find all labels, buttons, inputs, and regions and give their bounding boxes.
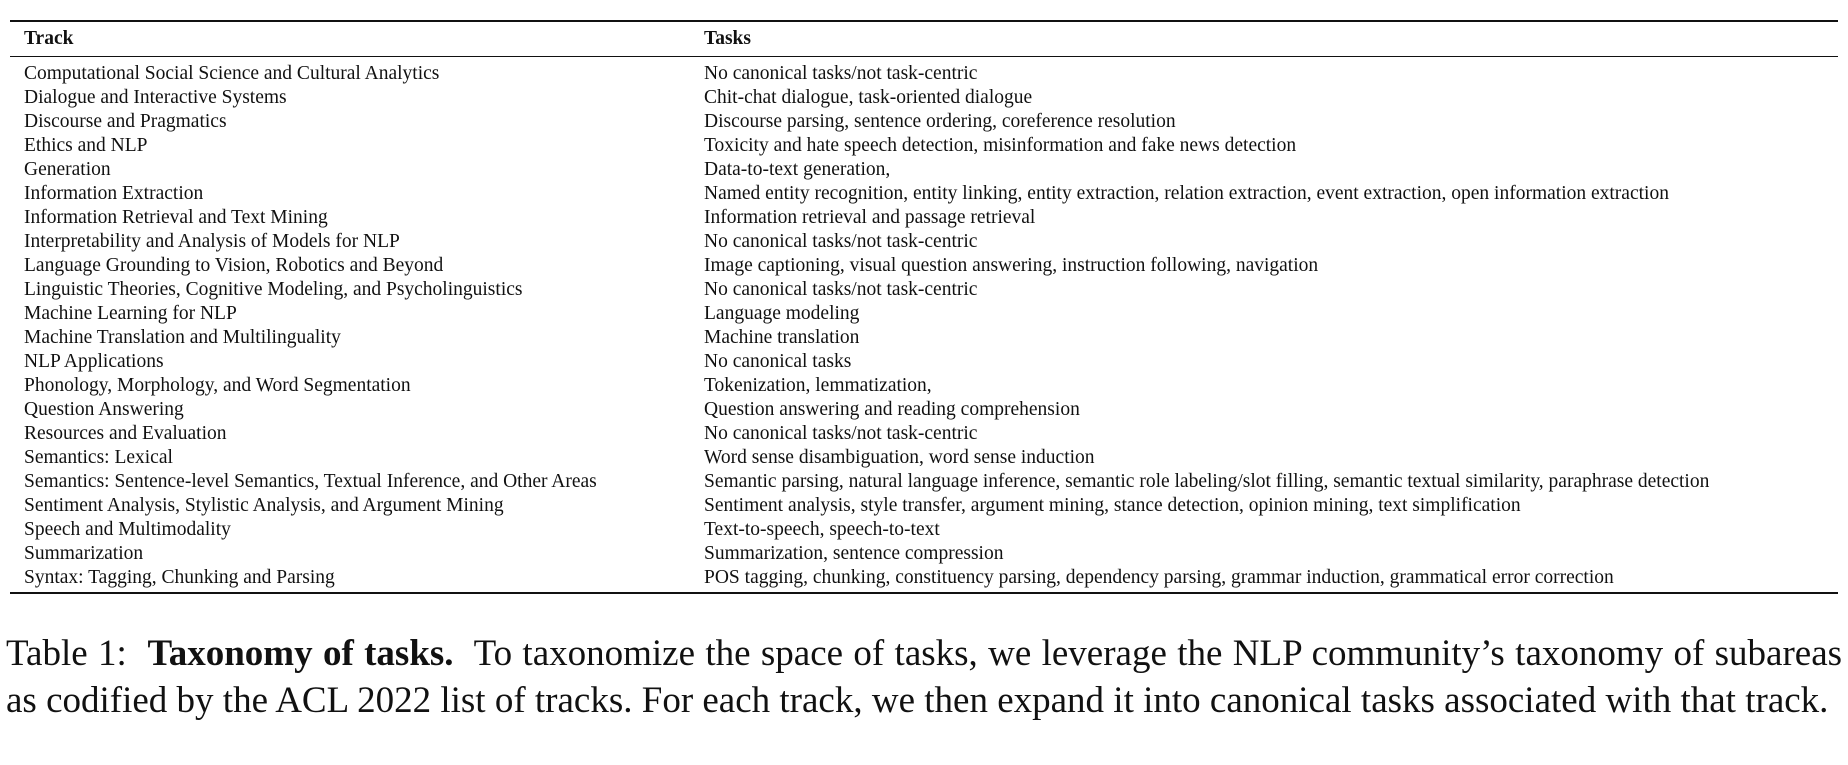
- table-row: Generation Data-to-text generation,: [10, 158, 1838, 182]
- caption-label: Table 1:: [6, 633, 127, 674]
- track-cell: Question Answering: [24, 399, 184, 420]
- table-body: Computational Social Science and Cultura…: [10, 57, 1838, 592]
- track-cell: NLP Applications: [24, 351, 164, 372]
- table-row: Semantics: Lexical Word sense disambiguat…: [10, 446, 1838, 470]
- table-row: Resources and Evaluation No canonical tas…: [10, 422, 1838, 446]
- table-header-rule: [10, 56, 1838, 57]
- track-cell: Language Grounding to Vision, Robotics a…: [24, 255, 444, 276]
- tasks-cell: Named entity recognition, entity linking…: [704, 183, 1669, 204]
- table-row: Machine Learning for NLP Language modelin…: [10, 302, 1838, 326]
- track-cell: Interpretability and Analysis of Models …: [24, 231, 400, 252]
- table-row: Summarization Summarization, sentence com…: [10, 542, 1838, 566]
- tasks-cell: Sentiment analysis, style transfer, argu…: [704, 495, 1521, 516]
- track-cell: Dialogue and Interactive Systems: [24, 87, 287, 108]
- table-row: Speech and Multimodality Text-to-speech, …: [10, 518, 1838, 542]
- track-cell: Resources and Evaluation: [24, 423, 227, 444]
- table-row: Information Extraction Named entity recog…: [10, 182, 1838, 206]
- table-bottom-rule: [10, 592, 1838, 594]
- table-row: Ethics and NLP Toxicity and hate speech d…: [10, 134, 1838, 158]
- track-cell: Speech and Multimodality: [24, 519, 231, 540]
- tasks-cell: Information retrieval and passage retrie…: [704, 207, 1036, 228]
- table-row: Phonology, Morphology, and Word Segmenta…: [10, 374, 1838, 398]
- tasks-cell: No canonical tasks/not task-centric: [704, 423, 978, 444]
- track-cell: Ethics and NLP: [24, 135, 148, 156]
- tasks-cell: Toxicity and hate speech detection, misi…: [704, 135, 1297, 156]
- taxonomy-table: Track Tasks: [10, 22, 1838, 56]
- table-header-row: Track Tasks: [10, 22, 1838, 56]
- table-row: Sentiment Analysis, Stylistic Analysis, …: [10, 494, 1838, 518]
- table-row: Semantics: Sentence-level Semantics, Tex…: [10, 470, 1838, 494]
- table-row: Language Grounding to Vision, Robotics a…: [10, 254, 1838, 278]
- track-cell: Discourse and Pragmatics: [24, 111, 227, 132]
- table-row: Dialogue and Interactive Systems Chit-cha…: [10, 86, 1838, 110]
- track-cell: Summarization: [24, 543, 144, 564]
- table-row: Linguistic Theories, Cognitive Modeling,…: [10, 278, 1838, 302]
- tasks-cell: Tokenization, lemmatization,: [704, 375, 932, 396]
- tasks-cell: POS tagging, chunking, constituency pars…: [704, 567, 1614, 588]
- tasks-cell: Language modeling: [704, 303, 860, 324]
- track-cell: Phonology, Morphology, and Word Segmenta…: [24, 375, 411, 396]
- tasks-cell: No canonical tasks/not task-centric: [704, 231, 978, 252]
- tasks-cell: Discourse parsing, sentence ordering, co…: [704, 111, 1176, 132]
- track-cell: Generation: [24, 159, 111, 180]
- track-cell: Sentiment Analysis, Stylistic Analysis, …: [24, 495, 504, 516]
- header-tasks: Tasks: [704, 28, 751, 49]
- tasks-cell: No canonical tasks/not task-centric: [704, 63, 978, 84]
- table-row: Machine Translation and Multilinguality M…: [10, 326, 1838, 350]
- taxonomy-table-body: Computational Social Science and Cultura…: [10, 57, 1838, 592]
- table-top-rule: [10, 20, 1838, 22]
- table-row: Interpretability and Analysis of Models …: [10, 230, 1838, 254]
- tasks-cell: Text-to-speech, speech-to-text: [704, 519, 940, 540]
- table-row: Question Answering Question answering and…: [10, 398, 1838, 422]
- tasks-cell: Semantic parsing, natural language infer…: [704, 471, 1710, 492]
- tasks-cell: Chit-chat dialogue, task-oriented dialog…: [704, 87, 1033, 108]
- track-cell: Computational Social Science and Cultura…: [24, 63, 440, 84]
- caption-title: Taxonomy of tasks.: [147, 633, 454, 674]
- table-caption: Table 1: Taxonomy of tasks. To taxonomiz…: [6, 630, 1842, 724]
- tasks-cell: No canonical tasks/not task-centric: [704, 279, 978, 300]
- track-cell: Machine Translation and Multilinguality: [24, 327, 341, 348]
- caption-text: To taxonomize the space of tasks, we lev…: [6, 633, 1843, 721]
- track-cell: Semantics: Sentence-level Semantics, Tex…: [24, 471, 597, 492]
- track-cell: Linguistic Theories, Cognitive Modeling,…: [24, 279, 523, 300]
- tasks-cell: Machine translation: [704, 327, 860, 348]
- table-row: NLP Applications No canonical tasks: [10, 350, 1838, 374]
- track-cell: Syntax: Tagging, Chunking and Parsing: [24, 567, 335, 588]
- tasks-cell: Question answering and reading comprehen…: [704, 399, 1080, 420]
- table-row: Computational Social Science and Cultura…: [10, 57, 1838, 86]
- taxonomy-table-container: Track Tasks Computational Social Science…: [10, 20, 1838, 594]
- tasks-cell: Word sense disambiguation, word sense in…: [704, 447, 1095, 468]
- table-row: Syntax: Tagging, Chunking and Parsing POS…: [10, 566, 1838, 592]
- header-track: Track: [24, 28, 74, 49]
- table-row: Information Retrieval and Text Mining Inf…: [10, 206, 1838, 230]
- tasks-cell: Image captioning, visual question answer…: [704, 255, 1319, 276]
- tasks-cell: Summarization, sentence compression: [704, 543, 1004, 564]
- track-cell: Machine Learning for NLP: [24, 303, 237, 324]
- table-row: Discourse and Pragmatics Discourse parsin…: [10, 110, 1838, 134]
- track-cell: Semantics: Lexical: [24, 447, 173, 468]
- track-cell: Information Retrieval and Text Mining: [24, 207, 328, 228]
- track-cell: Information Extraction: [24, 183, 204, 204]
- tasks-cell: No canonical tasks: [704, 351, 852, 372]
- tasks-cell: Data-to-text generation,: [704, 159, 891, 180]
